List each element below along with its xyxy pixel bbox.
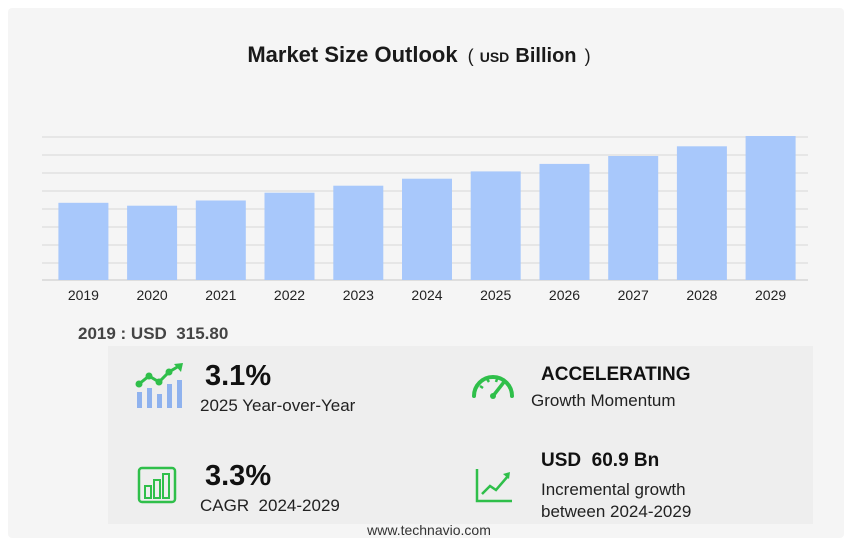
bar-2020: [127, 205, 178, 280]
x-tick-label: 2024: [411, 287, 442, 303]
yoy-value: 3.1%: [205, 360, 272, 392]
base-year-value: 315.80: [176, 324, 229, 343]
bar-2026: [539, 163, 590, 280]
unit-scale: Billion: [515, 45, 577, 67]
incremental-label-line1: Incremental growth: [541, 480, 686, 499]
speedometer-icon: [472, 375, 514, 399]
bar-2029: [745, 136, 796, 280]
unit-close-paren: ): [584, 46, 591, 66]
momentum-label: Growth Momentum: [531, 391, 676, 410]
momentum-value: ACCELERATING: [541, 364, 691, 385]
stats-panel: [108, 346, 813, 524]
incremental-label-line2: between 2024-2029: [541, 502, 692, 521]
unit-open-paren: (: [467, 46, 474, 66]
x-tick-label: 2023: [343, 287, 374, 303]
bar-2027: [608, 156, 659, 280]
bar-2019: [58, 202, 109, 280]
yoy-label: 2025 Year-over-Year: [200, 396, 356, 415]
x-tick-label: 2019: [68, 287, 99, 303]
x-tick-label: 2028: [686, 287, 717, 303]
chart-title: Market Size Outlook ( USD Billion ): [0, 42, 838, 68]
bar-2028: [676, 146, 727, 280]
bar-2022: [264, 192, 315, 280]
x-tick-label: 2027: [618, 287, 649, 303]
x-tick-label: 2026: [549, 287, 580, 303]
title-text: Market Size Outlook: [247, 42, 458, 67]
bar-2025: [470, 171, 521, 280]
unit-currency: USD: [479, 49, 510, 65]
x-tick-label: 2021: [205, 287, 236, 303]
trend-line-icon: [475, 469, 512, 503]
bar-2023: [333, 185, 384, 280]
bar-chart: 2019 2020 2021 2022 2023 2024 2025 2026 2027 2028…: [42, 136, 808, 303]
x-tick-label: 2025: [480, 287, 511, 303]
footer-source: www.technavio.com: [367, 522, 491, 538]
bar-growth-icon: [135, 363, 183, 408]
base-year-text: 2019 : USD: [78, 324, 167, 343]
bar-2021: [195, 200, 246, 280]
cagr-label: CAGR 2024-2029: [200, 496, 340, 515]
incremental-value: USD 60.9 Bn: [541, 450, 660, 471]
x-tick-label: 2029: [755, 287, 786, 303]
x-tick-label: 2020: [137, 287, 168, 303]
bar-chart-icon: [137, 466, 177, 504]
base-year-label: 2019 : USD 315.80: [78, 324, 228, 344]
cagr-value: 3.3%: [205, 460, 272, 492]
x-tick-label: 2022: [274, 287, 305, 303]
bar-2024: [402, 178, 452, 280]
